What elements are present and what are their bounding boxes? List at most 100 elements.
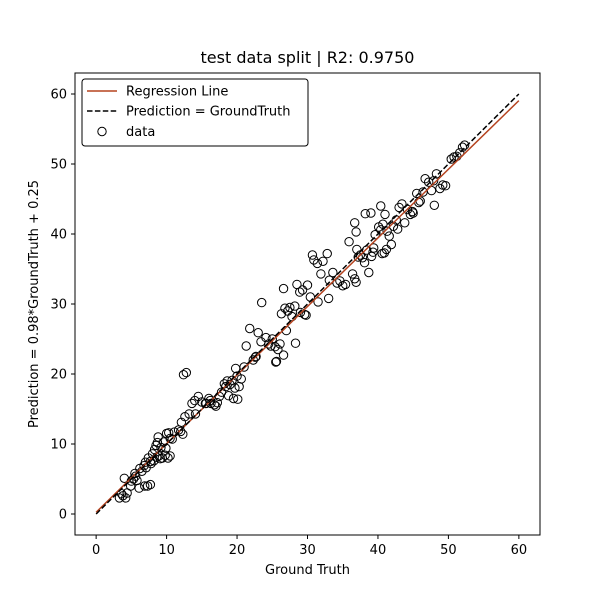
data-point xyxy=(376,201,386,211)
data-point xyxy=(420,174,430,184)
x-tick-label: 0 xyxy=(92,543,100,558)
legend-data-label: data xyxy=(126,125,155,140)
data-point xyxy=(245,323,255,334)
data-point xyxy=(173,425,184,435)
data-point xyxy=(239,362,249,372)
data-point xyxy=(250,352,261,362)
data-point xyxy=(152,437,163,448)
data-point xyxy=(241,341,251,351)
data-point xyxy=(307,250,318,260)
x-tick-label: 40 xyxy=(370,543,387,558)
data-point xyxy=(318,256,328,266)
x-axis: 0 10 20 30 40 50 60 xyxy=(92,535,527,558)
data-point xyxy=(285,302,295,313)
data-point xyxy=(397,199,407,209)
data-point xyxy=(251,351,261,362)
data-point xyxy=(276,309,287,319)
data-point xyxy=(299,309,310,320)
data-point xyxy=(165,451,175,461)
data-point xyxy=(221,381,231,392)
data-point xyxy=(376,225,386,235)
data-point xyxy=(370,230,380,240)
y-tick-label: 20 xyxy=(50,368,67,383)
data-point xyxy=(211,401,221,411)
data-point xyxy=(278,283,289,294)
data-point xyxy=(271,357,281,367)
data-point xyxy=(360,209,370,219)
data-point xyxy=(312,258,323,269)
data-point xyxy=(457,142,468,152)
data-point xyxy=(344,237,354,247)
data-point xyxy=(264,339,274,349)
data-point xyxy=(271,356,282,367)
data-point xyxy=(160,450,170,460)
data-point xyxy=(369,243,379,253)
data-point xyxy=(429,200,440,211)
data-point xyxy=(368,247,378,257)
identity-line xyxy=(95,93,520,515)
data-point xyxy=(261,332,271,343)
data-point xyxy=(153,432,163,442)
data-point xyxy=(193,391,204,402)
data-point xyxy=(278,350,289,360)
y-tick-label: 30 xyxy=(50,298,67,313)
data-point xyxy=(280,303,290,313)
data-point xyxy=(181,367,192,378)
data-point xyxy=(423,177,434,187)
data-point xyxy=(386,239,397,250)
data-point xyxy=(454,148,465,158)
data-point xyxy=(184,409,194,419)
data-point xyxy=(233,394,243,404)
data-point xyxy=(428,176,439,186)
data-point xyxy=(446,154,456,164)
data-point xyxy=(223,391,234,401)
y-axis-label: Prediction = 0.98*GroundTruth + 0.25 xyxy=(27,180,42,428)
data-point xyxy=(309,255,319,265)
data-point xyxy=(328,267,338,278)
data-point xyxy=(359,258,370,268)
data-point xyxy=(392,224,403,234)
data-point xyxy=(351,227,361,237)
chart-title: test data split | R2: 0.9750 xyxy=(201,48,415,67)
data-point xyxy=(134,483,144,493)
data-point xyxy=(178,370,189,380)
legend-data-marker xyxy=(97,126,107,137)
data-point xyxy=(323,293,334,304)
data-point xyxy=(175,426,186,437)
legend: Regression Line Prediction = GroundTruth… xyxy=(81,78,309,147)
legend-regression-label: Regression Line xyxy=(126,85,228,100)
data-point xyxy=(313,297,323,307)
data-point xyxy=(270,342,280,352)
data-point xyxy=(228,393,239,404)
x-axis-label: Ground Truth xyxy=(265,563,350,578)
data-point xyxy=(201,398,211,409)
data-point xyxy=(384,231,394,241)
data-point xyxy=(408,208,418,218)
y-tick-label: 10 xyxy=(50,438,67,453)
data-point xyxy=(290,338,301,348)
data-point xyxy=(340,279,351,290)
data-point xyxy=(301,310,311,320)
y-axis: 0 10 20 30 40 50 60 xyxy=(50,88,75,523)
data-point xyxy=(275,339,285,349)
data-point xyxy=(350,218,360,228)
data-point xyxy=(236,374,246,384)
data-point xyxy=(230,383,240,393)
data-point xyxy=(412,188,422,199)
data-point xyxy=(459,140,470,150)
data-point xyxy=(352,244,362,255)
data-point xyxy=(400,218,410,228)
data-point xyxy=(322,248,332,259)
data-point xyxy=(295,287,305,297)
legend-identity-label: Prediction = GroundTruth xyxy=(126,105,291,120)
data-point xyxy=(377,248,387,259)
data-point xyxy=(435,183,445,194)
data-point xyxy=(351,277,361,287)
data-point xyxy=(140,481,150,491)
data-point xyxy=(394,202,404,213)
legend-box xyxy=(81,78,309,147)
data-point xyxy=(366,208,376,218)
data-point xyxy=(297,285,308,295)
data-point xyxy=(440,181,451,191)
